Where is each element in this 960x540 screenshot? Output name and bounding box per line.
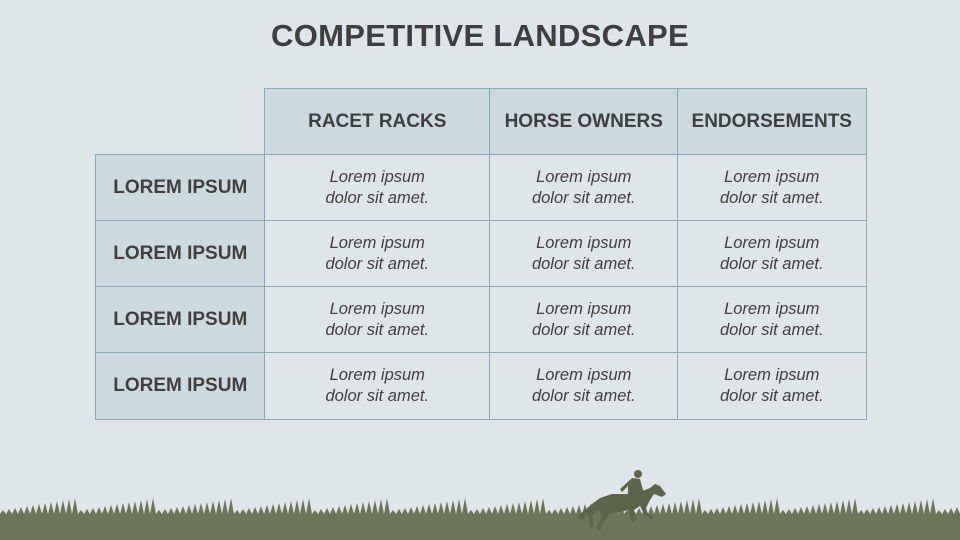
cell-text: Lorem ipsum — [329, 167, 425, 186]
cell-text: dolor sit amet. — [531, 320, 636, 339]
table-cell: Lorem ipsum dolor sit amet. — [264, 352, 491, 420]
cell-text: dolor sit amet. — [719, 386, 824, 405]
cell-text: Lorem ipsum — [329, 365, 425, 384]
cell-text: Lorem ipsum — [536, 167, 632, 186]
page-title: COMPETITIVE LANDSCAPE — [271, 18, 689, 53]
cell-text: dolor sit amet. — [719, 188, 824, 207]
cell-text: dolor sit amet. — [531, 386, 636, 405]
grass — [0, 498, 960, 540]
cell-text: dolor sit amet. — [325, 386, 430, 405]
row-header-label: LOREM IPSUM — [113, 374, 248, 396]
row-header-label: LOREM IPSUM — [113, 176, 248, 198]
horse-and-jockey-icon — [578, 470, 666, 530]
row-header: LOREM IPSUM — [95, 220, 266, 288]
cell-text: dolor sit amet. — [325, 188, 430, 207]
row-header-label: LOREM IPSUM — [113, 242, 248, 264]
column-header-label: ENDORSEMENTS — [691, 110, 852, 132]
table-cell: Lorem ipsum dolor sit amet. — [677, 220, 867, 288]
table-cell: Lorem ipsum dolor sit amet. — [489, 220, 679, 288]
table-cell: Lorem ipsum dolor sit amet. — [264, 220, 491, 288]
row-header: LOREM IPSUM — [95, 352, 266, 420]
cell-text: Lorem ipsum — [724, 167, 820, 186]
cell-text: dolor sit amet. — [719, 254, 824, 273]
table-cell: Lorem ipsum dolor sit amet. — [489, 352, 679, 420]
cell-text: Lorem ipsum — [724, 365, 820, 384]
cell-text: dolor sit amet. — [531, 254, 636, 273]
row-header-label: LOREM IPSUM — [113, 308, 248, 330]
column-header: ENDORSEMENTS — [677, 88, 867, 156]
table-cell: Lorem ipsum dolor sit amet. — [677, 154, 867, 222]
table-cell: Lorem ipsum dolor sit amet. — [677, 286, 867, 354]
column-header-label: HORSE OWNERS — [504, 110, 663, 132]
table-cell: Lorem ipsum dolor sit amet. — [489, 286, 679, 354]
cell-text: dolor sit amet. — [325, 254, 430, 273]
cell-text: dolor sit amet. — [531, 188, 636, 207]
cell-text: Lorem ipsum — [724, 233, 820, 252]
cell-text: dolor sit amet. — [719, 320, 824, 339]
cell-text: Lorem ipsum — [536, 299, 632, 318]
table-cell: Lorem ipsum dolor sit amet. — [677, 352, 867, 420]
table-cell: Lorem ipsum dolor sit amet. — [489, 154, 679, 222]
column-header: RACET RACKS — [264, 88, 491, 156]
row-header: LOREM IPSUM — [95, 286, 266, 354]
cell-text: dolor sit amet. — [325, 320, 430, 339]
cell-text: Lorem ipsum — [536, 365, 632, 384]
table-cell: Lorem ipsum dolor sit amet. — [264, 154, 491, 222]
cell-text: Lorem ipsum — [329, 233, 425, 252]
column-header-label: RACET RACKS — [308, 110, 447, 132]
cell-text: Lorem ipsum — [536, 233, 632, 252]
cell-text: Lorem ipsum — [724, 299, 820, 318]
cell-text: Lorem ipsum — [329, 299, 425, 318]
